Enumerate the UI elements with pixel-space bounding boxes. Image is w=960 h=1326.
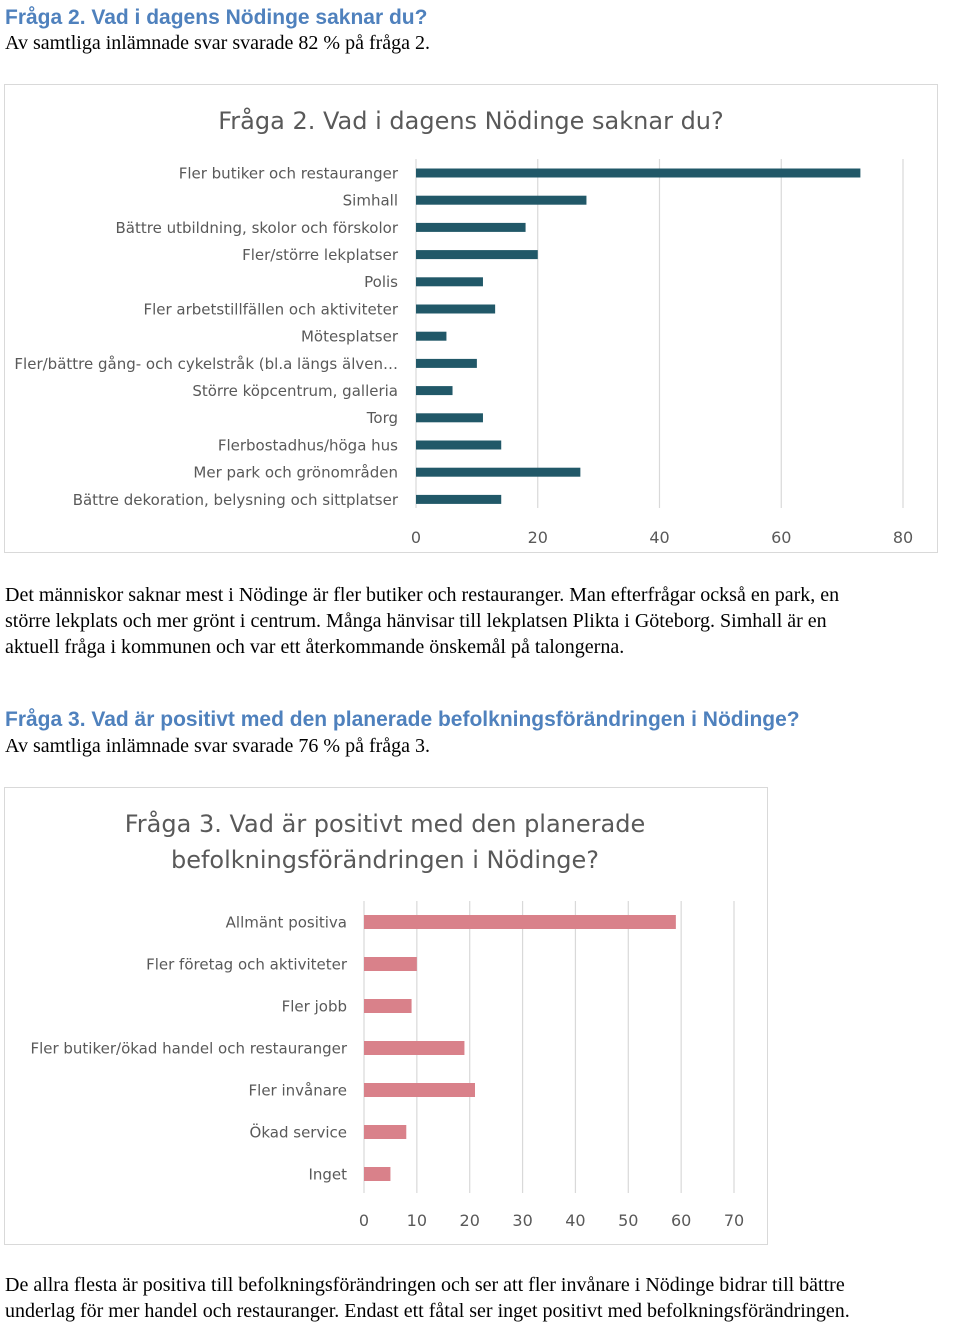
category-label: Bättre dekoration, belysning och sittpla… [73,491,399,509]
bar [364,1167,391,1181]
bar [416,168,861,178]
section2-paragraph: Det människor saknar mest i Nödinge är f… [5,582,955,660]
category-label: Mer park och grönområden [193,464,398,482]
chart-question-2-svg: 0 20 40 60 80 Fråga 2. Vad i dagens Nödinge s… [14,106,913,547]
x-tick-label: 60 [671,1211,691,1230]
x-tick-label: 10 [407,1211,427,1230]
bar [416,222,526,232]
bar [364,1125,407,1139]
category-label: Torg [366,409,398,427]
section3-paragraph: De allra flesta är positiva till befolkn… [5,1272,955,1324]
x-tick-label: 40 [649,528,669,547]
x-tick-label: 30 [512,1211,532,1230]
category-label: Bättre utbildning, skolor och förskolor [116,219,399,237]
bar [416,331,447,341]
bar [364,957,417,971]
chart-question-3: 0 10 20 30 40 50 60 70 Fråga 3. Vad är positivt … [4,787,768,1245]
category-label: Fler butiker/ökad handel och restaurange… [30,1039,347,1057]
section2-heading: Fråga 2. Vad i dagens Nödinge saknar du? [5,6,428,29]
section2-response-rate: Av samtliga inlämnade svar svarade 82 % … [5,32,431,54]
section2-paragraph-line-3: aktuell fråga i kommunen och var ett åte… [5,636,625,658]
bar [364,1083,475,1097]
category-label: Större köpcentrum, galleria [192,382,398,400]
bar [416,304,496,314]
category-label: Fler butiker och restauranger [179,164,399,182]
category-label: Polis [364,273,398,291]
category-label: Mötesplatser [301,328,399,346]
chart-title: Fråga 2. Vad i dagens Nödinge saknar du? [218,106,724,135]
x-tick-label: 60 [771,528,791,547]
chart-title: befolkningsförändringen i Nödinge? [171,846,599,874]
category-label: Fler arbetstillfällen och aktiviteter [143,300,398,318]
category-label: Fler företag och aktiviteter [146,955,348,973]
section2-paragraph-line-1: Det människor saknar mest i Nödinge är f… [5,584,840,606]
category-label: Fler/större lekplatser [242,246,399,264]
bar [416,440,502,450]
chart-question-3-svg: 0 10 20 30 40 50 60 70 Fråga 3. Vad är positivt … [30,809,744,1230]
section3-response-rate: Av samtliga inlämnade svar svarade 76 % … [5,735,431,757]
category-label: Ökad service [250,1122,347,1141]
x-tick-label: 20 [528,528,548,547]
x-tick-label: 0 [411,528,421,547]
section2-paragraph-line-2: större lekplats och mer grönt i centrum.… [5,610,827,632]
bar [416,195,587,205]
category-label: Fler invånare [249,1081,347,1099]
section3-paragraph-line-1: De allra flesta är positiva till befolkn… [5,1274,845,1296]
category-label: Simhall [343,192,398,210]
bar [416,413,483,423]
category-label: Flerbostadhus/höga hus [218,436,398,454]
x-tick-label: 20 [460,1211,480,1230]
bar [416,250,538,260]
x-tick-label: 80 [893,528,913,547]
bar [416,386,453,396]
category-label: Inget [308,1165,347,1183]
bar [364,999,412,1013]
bar [416,277,483,287]
bar [416,358,477,368]
category-label: Fler/bättre gång- och cykelstråk (bl.a l… [14,355,398,373]
bar [416,467,581,477]
chart-question-2: 0 20 40 60 80 Fråga 2. Vad i dagens Nödinge s… [4,84,938,553]
section3-paragraph-line-2: underlag för mer handel och restauranger… [5,1300,850,1322]
bar [416,494,502,504]
bar [364,915,676,929]
x-tick-label: 40 [565,1211,585,1230]
chart-title: Fråga 3. Vad är positivt med den planera… [125,809,645,838]
category-label: Fler jobb [282,997,347,1015]
x-tick-label: 70 [724,1211,744,1230]
category-label: Allmänt positiva [226,913,347,931]
section3-heading: Fråga 3. Vad är positivt med den planera… [5,708,800,731]
bar [364,1041,465,1055]
x-tick-label: 0 [359,1211,369,1230]
x-tick-label: 50 [618,1211,638,1230]
